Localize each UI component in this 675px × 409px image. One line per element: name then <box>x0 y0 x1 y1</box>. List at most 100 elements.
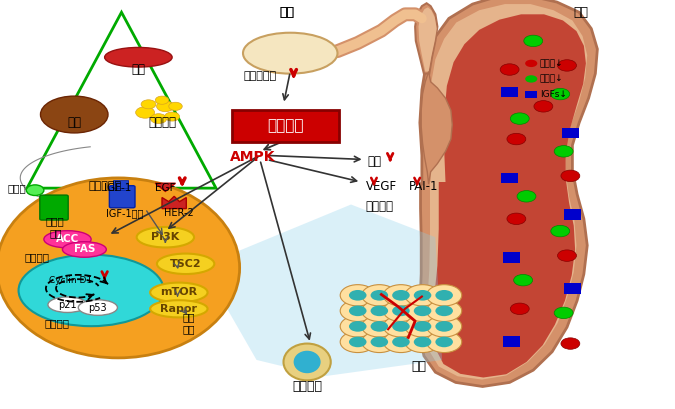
Text: AMPK: AMPK <box>230 151 276 164</box>
Ellipse shape <box>19 254 163 326</box>
Ellipse shape <box>150 283 208 302</box>
Circle shape <box>524 35 543 47</box>
Circle shape <box>558 250 576 261</box>
Circle shape <box>362 285 397 306</box>
Circle shape <box>517 191 536 202</box>
Circle shape <box>554 307 573 319</box>
Circle shape <box>392 337 410 347</box>
Bar <box>503 336 520 347</box>
Circle shape <box>414 321 431 332</box>
Circle shape <box>525 75 537 83</box>
Ellipse shape <box>169 102 182 110</box>
Circle shape <box>414 290 431 301</box>
Polygon shape <box>202 204 442 376</box>
Text: 葡萄糖↓: 葡萄糖↓ <box>540 59 564 68</box>
Circle shape <box>435 290 453 301</box>
Text: 肝脏: 肝脏 <box>68 116 81 129</box>
Circle shape <box>340 331 375 353</box>
Text: Cyclin D1: Cyclin D1 <box>49 276 92 285</box>
Circle shape <box>510 113 529 124</box>
Text: Rapor: Rapor <box>161 304 197 314</box>
Circle shape <box>507 133 526 145</box>
FancyBboxPatch shape <box>232 110 339 142</box>
Circle shape <box>392 306 410 316</box>
Circle shape <box>435 306 453 316</box>
Circle shape <box>405 331 440 353</box>
Circle shape <box>551 88 570 100</box>
Text: 细胞
生长: 细胞 生长 <box>183 312 195 334</box>
Circle shape <box>510 303 529 315</box>
Circle shape <box>349 337 367 347</box>
Circle shape <box>383 300 418 321</box>
Polygon shape <box>27 12 216 188</box>
Ellipse shape <box>284 344 331 380</box>
Bar <box>525 91 537 98</box>
Text: 细胞凋亡: 细胞凋亡 <box>292 380 322 393</box>
Circle shape <box>371 306 388 316</box>
Text: IGF-1: IGF-1 <box>105 183 132 193</box>
Ellipse shape <box>294 351 321 373</box>
Polygon shape <box>415 3 437 74</box>
Text: 脂肪组织: 脂肪组织 <box>148 116 176 129</box>
Text: 脂肪合成: 脂肪合成 <box>24 253 50 263</box>
Circle shape <box>362 316 397 337</box>
Circle shape <box>362 331 397 353</box>
Circle shape <box>414 306 431 316</box>
Bar <box>113 181 128 190</box>
Text: IGFs↓: IGFs↓ <box>540 90 567 99</box>
Bar <box>501 87 518 97</box>
Text: IGF-1受体: IGF-1受体 <box>106 208 144 218</box>
Circle shape <box>561 338 580 349</box>
Text: 膜岛素: 膜岛素 <box>7 183 26 193</box>
Bar <box>564 209 581 220</box>
Text: mTOR: mTOR <box>161 288 197 297</box>
Ellipse shape <box>155 96 169 104</box>
Text: p53: p53 <box>88 303 107 312</box>
Circle shape <box>405 285 440 306</box>
Circle shape <box>362 300 397 321</box>
Circle shape <box>371 321 388 332</box>
Circle shape <box>383 316 418 337</box>
Text: PI3K: PI3K <box>151 232 180 242</box>
Polygon shape <box>155 183 176 191</box>
Polygon shape <box>433 14 586 378</box>
Text: 肿瘤: 肿瘤 <box>411 360 426 373</box>
Text: VEGF: VEGF <box>366 180 397 193</box>
Circle shape <box>414 337 431 347</box>
Circle shape <box>534 101 553 112</box>
Bar <box>113 180 128 188</box>
Circle shape <box>371 337 388 347</box>
Circle shape <box>525 60 537 67</box>
Ellipse shape <box>157 101 174 112</box>
Text: PAI-1: PAI-1 <box>408 180 438 193</box>
Text: 胰岛素↓: 胰岛素↓ <box>540 74 564 83</box>
Text: 肌肉: 肌肉 <box>132 63 145 76</box>
Circle shape <box>349 321 367 332</box>
Circle shape <box>561 170 580 182</box>
Circle shape <box>427 316 462 337</box>
Text: 胰腺: 胰腺 <box>279 6 294 19</box>
FancyBboxPatch shape <box>109 186 135 208</box>
Text: FAS: FAS <box>74 245 95 254</box>
Circle shape <box>405 300 440 321</box>
Circle shape <box>349 306 367 316</box>
Circle shape <box>427 300 462 321</box>
Ellipse shape <box>40 96 108 133</box>
Circle shape <box>554 146 573 157</box>
Circle shape <box>340 316 375 337</box>
Circle shape <box>383 285 418 306</box>
Bar <box>501 173 518 183</box>
Circle shape <box>551 225 570 237</box>
Text: 细胞循环: 细胞循环 <box>45 318 70 328</box>
Circle shape <box>340 285 375 306</box>
Polygon shape <box>420 0 597 387</box>
Polygon shape <box>162 196 186 209</box>
FancyBboxPatch shape <box>40 195 68 220</box>
Ellipse shape <box>0 178 240 358</box>
Circle shape <box>340 300 375 321</box>
Text: p21: p21 <box>58 300 77 310</box>
Text: 二甲双胍: 二甲双胍 <box>267 118 304 133</box>
Polygon shape <box>426 4 587 380</box>
Ellipse shape <box>78 300 117 315</box>
Ellipse shape <box>150 300 208 317</box>
